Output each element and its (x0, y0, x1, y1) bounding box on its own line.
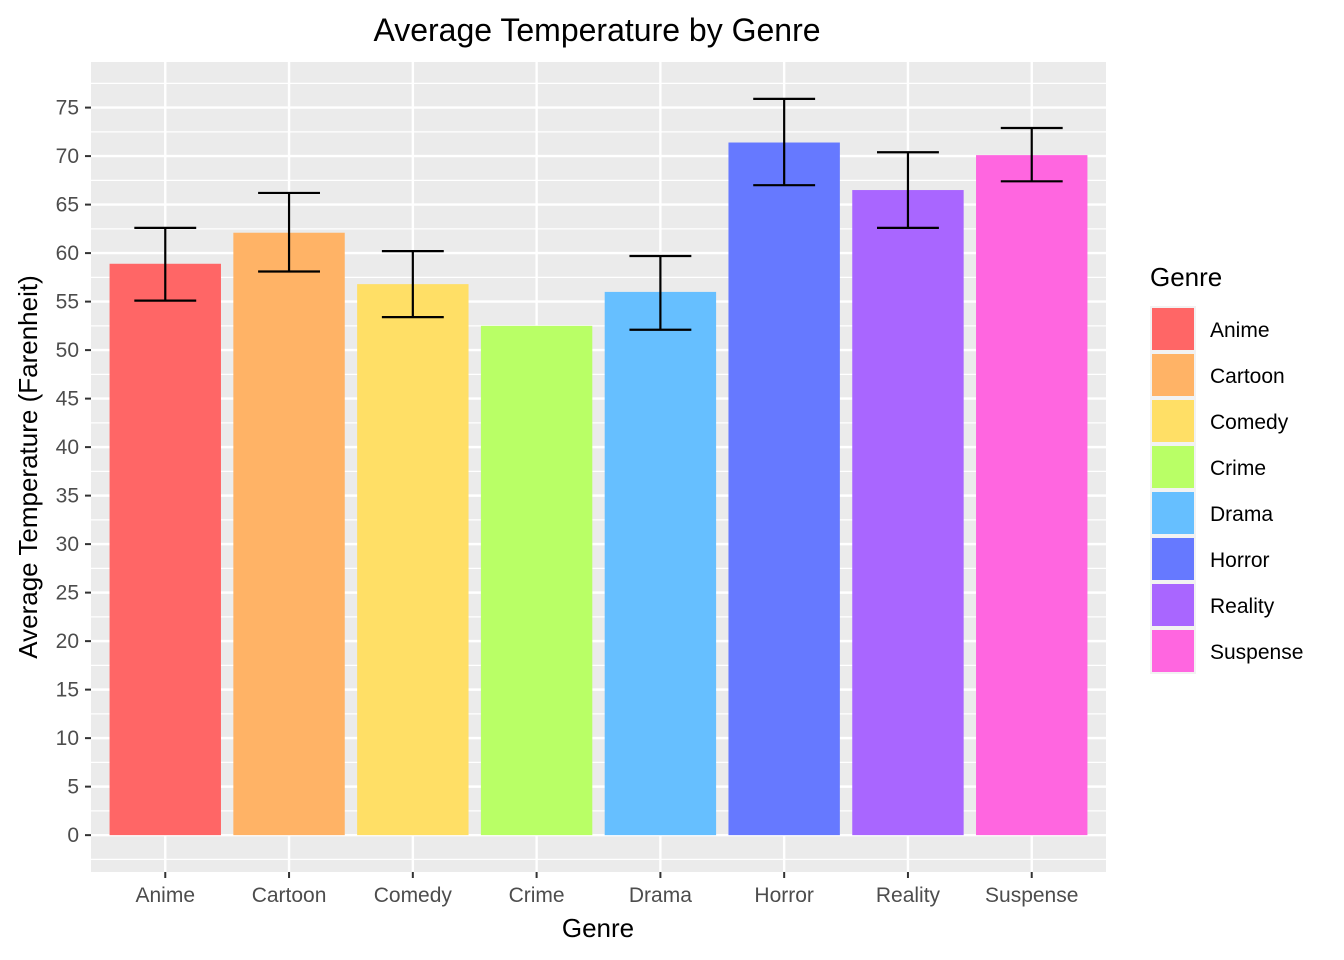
legend-label: Cartoon (1210, 365, 1285, 388)
legend-item-reality: Reality (1150, 582, 1275, 628)
y-tick-label: 10 (56, 727, 79, 750)
y-tick-label: 55 (56, 291, 79, 314)
y-tick-label: 0 (67, 824, 79, 847)
legend-item-suspense: Suspense (1150, 628, 1303, 674)
legend-swatch (1152, 538, 1194, 580)
y-tick-label: 50 (56, 339, 79, 362)
error-bar-reality (877, 151, 939, 229)
y-tick-label: 75 (56, 97, 79, 120)
legend-title: Genre (1150, 262, 1222, 292)
legend-item-horror: Horror (1150, 536, 1270, 582)
legend-item-comedy: Comedy (1150, 398, 1289, 444)
y-tick-label: 35 (56, 485, 79, 508)
error-bar-drama (629, 254, 692, 331)
legend-label: Comedy (1210, 411, 1289, 434)
legend-item-drama: Drama (1150, 490, 1273, 536)
bar-comedy (357, 284, 469, 836)
y-tick-label: 30 (56, 533, 79, 556)
bar-anime (109, 263, 221, 836)
x-tick-label: Crime (509, 884, 565, 907)
y-tick-label: 65 (56, 194, 79, 217)
x-tick-label: Comedy (374, 884, 453, 907)
y-tick-label: 40 (56, 436, 79, 459)
legend-label: Reality (1210, 595, 1275, 618)
legend-item-anime: Anime (1150, 306, 1270, 352)
y-tick-label: 70 (56, 145, 79, 168)
y-tick-label: 25 (56, 582, 79, 605)
legend-swatch (1152, 354, 1194, 396)
bar-cartoon (233, 232, 345, 836)
legend-label: Drama (1210, 503, 1273, 526)
x-tick-label: Reality (876, 884, 941, 907)
y-tick-label: 45 (56, 388, 79, 411)
x-axis-title: Genre (562, 913, 634, 943)
legend-items: Anime Cartoon Comedy Crime Drama Horror Realit… (1150, 306, 1303, 674)
bar-drama (604, 291, 717, 836)
x-tick-label: Drama (629, 884, 692, 907)
x-tick-label: Suspense (985, 884, 1078, 907)
bars (109, 142, 1088, 836)
x-tick-label: Cartoon (252, 884, 327, 907)
bar-horror (728, 142, 840, 836)
chart-title: Average Temperature by Genre (373, 12, 820, 48)
error-bar-suspense (1000, 126, 1063, 183)
error-bar-cartoon (258, 191, 320, 273)
y-axis-title: Average Temperature (Farenheit) (13, 275, 43, 658)
error-bar-comedy (381, 250, 444, 319)
y-tick-label: 20 (56, 630, 79, 653)
bar-suspense (976, 155, 1088, 836)
legend-swatch (1152, 400, 1194, 442)
legend-swatch (1152, 492, 1194, 534)
error-bar-horror (753, 97, 816, 187)
y-tick-label: 60 (56, 242, 79, 265)
y-tick-label: 5 (67, 776, 79, 799)
y-axis: 0 5 10 15 20 25 30 35 40 45 50 55 60 65 70 75 (56, 97, 91, 847)
bar-crime (480, 325, 593, 836)
legend: Genre Anime Cartoon Comedy Crime Drama Horror… (1150, 262, 1303, 674)
x-tick-label: Horror (754, 884, 814, 907)
legend-swatch (1152, 308, 1194, 350)
x-tick-label: Anime (136, 884, 196, 907)
bar-reality (852, 190, 964, 836)
legend-item-crime: Crime (1150, 444, 1266, 490)
legend-swatch (1152, 630, 1194, 672)
y-tick-label: 15 (56, 679, 79, 702)
legend-swatch (1152, 584, 1194, 626)
x-axis: Anime Cartoon Comedy Crime Drama Horror Realit… (136, 872, 1078, 907)
legend-label: Horror (1210, 549, 1270, 572)
legend-item-cartoon: Cartoon (1150, 352, 1285, 398)
legend-label: Suspense (1210, 641, 1303, 664)
error-bars (134, 97, 1063, 331)
legend-label: Anime (1210, 319, 1270, 342)
legend-swatch (1152, 446, 1194, 488)
legend-label: Crime (1210, 457, 1266, 480)
error-bar-anime (134, 226, 197, 302)
